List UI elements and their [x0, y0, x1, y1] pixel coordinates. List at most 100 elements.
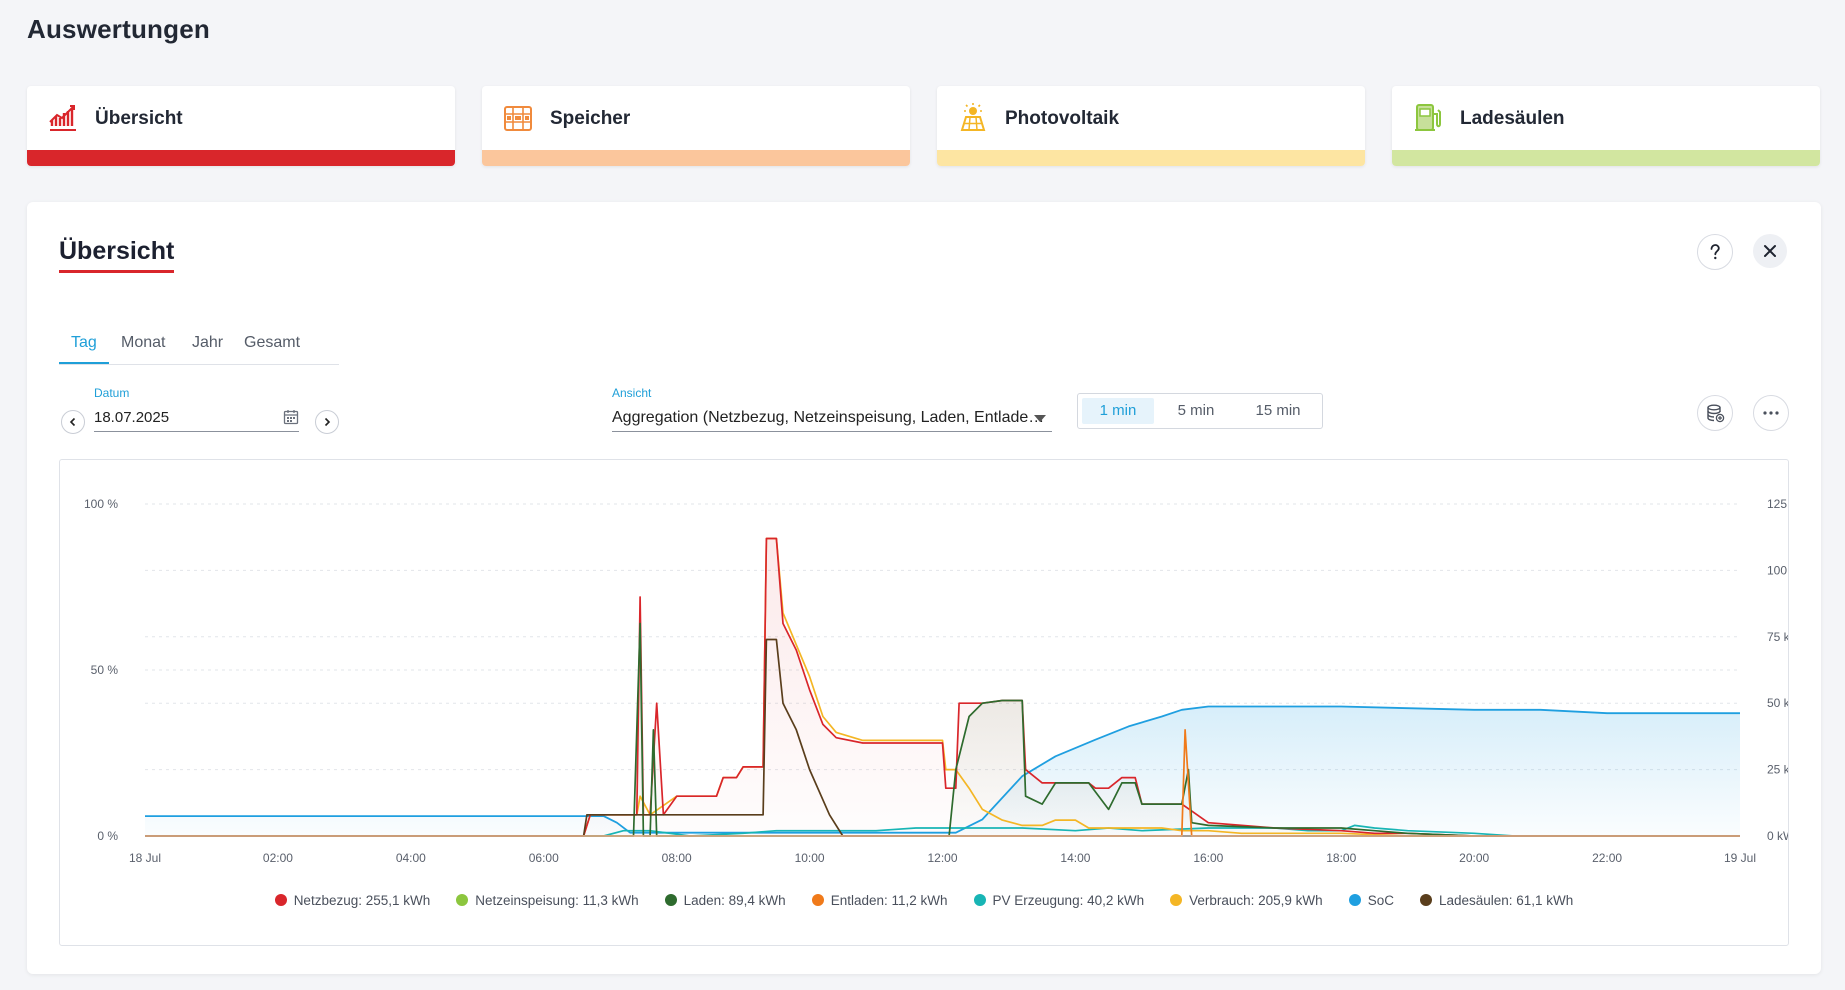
y-right-tick-label: 50 kW — [1767, 696, 1788, 710]
chart-areas — [145, 538, 1740, 836]
x-tick-label: 22:00 — [1592, 851, 1622, 865]
legend-label: Ladesäulen: 61,1 kWh — [1438, 892, 1574, 908]
legend-label: Netzeinspeisung: 11,3 kWh — [475, 892, 639, 908]
x-tick-label: 18:00 — [1326, 851, 1356, 865]
legend-dot — [973, 894, 986, 906]
legend-label: Laden: 89,4 kWh — [683, 892, 786, 908]
y-left-tick-label: 0 % — [97, 829, 118, 843]
legend-dot — [811, 894, 824, 906]
x-tick-label: 04:00 — [396, 851, 426, 865]
resolution-1min[interactable]: 1 min — [1082, 398, 1154, 424]
y-right-tick-label: 75 kW — [1767, 630, 1788, 644]
card-bar — [482, 150, 910, 166]
card-bar — [937, 150, 1365, 166]
y-right-tick-label: 0 kW — [1767, 829, 1788, 843]
x-tick-label: 02:00 — [263, 851, 293, 865]
export-data-button[interactable] — [1697, 395, 1733, 431]
legend-netzeinspeisung[interactable]: Netzeinspeisung: 11,3 kWh — [456, 888, 639, 912]
legend-dot — [1348, 894, 1361, 906]
page-title: Auswertungen — [27, 14, 210, 44]
legend-label: Verbrauch: 205,9 kWh — [1189, 892, 1323, 908]
solar-panel-icon — [960, 103, 986, 131]
x-tick-label: 08:00 — [662, 851, 692, 865]
legend-label: SoC — [1367, 892, 1394, 908]
caret-down-icon — [1034, 415, 1046, 422]
legend-dot — [274, 894, 287, 906]
x-tick-label: 16:00 — [1193, 851, 1223, 865]
legend-pv-erzeugung[interactable]: PV Erzeugung: 40,2 kWh — [973, 888, 1145, 912]
card-photovoltaik[interactable]: Photovoltaik — [937, 86, 1365, 166]
card-bar — [27, 150, 455, 166]
tab-monat[interactable]: Monat — [121, 334, 166, 351]
database-icon — [1707, 404, 1725, 423]
resolution-5min[interactable]: 5 min — [1177, 402, 1215, 419]
close-icon — [1764, 245, 1776, 257]
previous-day-button[interactable] — [61, 410, 85, 434]
legend-laden[interactable]: Laden: 89,4 kWh — [664, 888, 786, 912]
x-tick-label: 06:00 — [529, 851, 559, 865]
help-button[interactable] — [1697, 234, 1733, 270]
date-value: 18.07.2025 — [94, 409, 170, 426]
legend-dot — [1170, 894, 1183, 906]
calendar-icon[interactable] — [283, 409, 299, 425]
chart-legend: Netzbezug: 255,1 kWh Netzeinspeisung: 11… — [60, 888, 1788, 912]
view-select[interactable]: Aggregation (Netzbezug, Netzeinspeisung,… — [612, 405, 1052, 432]
x-tick-label: 20:00 — [1459, 851, 1489, 865]
charging-station-icon — [1415, 104, 1441, 131]
legend-dot — [664, 894, 677, 906]
legend-label: Netzbezug: 255,1 kWh — [293, 892, 431, 908]
close-button[interactable] — [1753, 234, 1787, 268]
overview-chart: 0 kW 25 kW 50 kW 75 kW 100 kW 125 kW 0 % 50 % 10… — [59, 459, 1789, 946]
legend-ladesaeulen[interactable]: Ladesäulen: 61,1 kWh — [1419, 888, 1574, 912]
chart-line-icon — [49, 105, 76, 131]
legend-dot — [1419, 894, 1432, 906]
series-area — [145, 538, 1740, 836]
view-label: Ansicht — [612, 386, 652, 400]
panel-title: Übersicht — [59, 237, 175, 273]
y-right-tick-label: 25 kW — [1767, 763, 1788, 777]
legend-entladen[interactable]: Entladen: 11,2 kWh — [811, 888, 948, 912]
resolution-15min[interactable]: 15 min — [1255, 402, 1301, 419]
period-tabs: Tag Monat Jahr Gesamt — [59, 324, 339, 365]
x-tick-label: 19 Jul — [1724, 851, 1756, 865]
card-ladesaeulen[interactable]: Ladesäulen — [1392, 86, 1820, 166]
more-options-button[interactable] — [1753, 395, 1789, 431]
series-line — [145, 638, 1740, 837]
card-label: Speicher — [550, 108, 631, 129]
card-speicher[interactable]: Speicher — [482, 86, 910, 166]
category-cards: Übersicht Speicher Photovoltaik Ladesäul… — [27, 86, 1821, 166]
y-left-tick-label: 50 % — [91, 663, 119, 677]
x-tick-label: 12:00 — [927, 851, 957, 865]
chevron-left-icon — [69, 417, 76, 427]
legend-label: Entladen: 11,2 kWh — [830, 892, 948, 908]
card-uebersicht[interactable]: Übersicht — [27, 86, 455, 166]
card-label: Ladesäulen — [1460, 108, 1565, 129]
series-area — [145, 706, 1740, 836]
y-left-tick-label: 100 % — [84, 497, 118, 511]
card-bar — [1392, 150, 1820, 166]
tab-jahr[interactable]: Jahr — [192, 334, 224, 351]
date-label: Datum — [94, 386, 130, 400]
legend-netzbezug[interactable]: Netzbezug: 255,1 kWh — [274, 888, 431, 912]
next-day-button[interactable] — [315, 410, 339, 434]
card-label: Übersicht — [95, 108, 183, 129]
x-tick-label: 14:00 — [1060, 851, 1090, 865]
overview-panel: Übersicht Tag Monat Jahr Gesamt Datum 18… — [27, 202, 1821, 974]
legend-dot — [456, 894, 469, 906]
legend-soc[interactable]: SoC — [1348, 888, 1394, 912]
x-tick-label: 10:00 — [795, 851, 825, 865]
resolution-toggle: 1 min 5 min 15 min — [1077, 393, 1323, 429]
more-icon — [1763, 411, 1779, 415]
y-right-tick-label: 125 kW — [1767, 497, 1788, 511]
legend-label: PV Erzeugung: 40,2 kWh — [992, 892, 1145, 908]
legend-verbrauch[interactable]: Verbrauch: 205,9 kWh — [1170, 888, 1323, 912]
chart-canvas: 0 kW 25 kW 50 kW 75 kW 100 kW 125 kW 0 % 50 % 10… — [84, 497, 1788, 865]
card-label: Photovoltaik — [1005, 108, 1120, 129]
date-field[interactable]: 18.07.2025 — [94, 405, 299, 432]
tab-tag[interactable]: Tag — [59, 324, 109, 364]
y-right-tick-label: 100 kW — [1767, 563, 1788, 577]
x-tick-label: 18 Jul — [129, 851, 161, 865]
tab-gesamt[interactable]: Gesamt — [244, 334, 301, 351]
view-value: Aggregation (Netzbezug, Netzeinspeisung,… — [612, 409, 1045, 426]
chart-axes: 0 kW 25 kW 50 kW 75 kW 100 kW 125 kW 0 % 50 % 10… — [84, 497, 1788, 865]
